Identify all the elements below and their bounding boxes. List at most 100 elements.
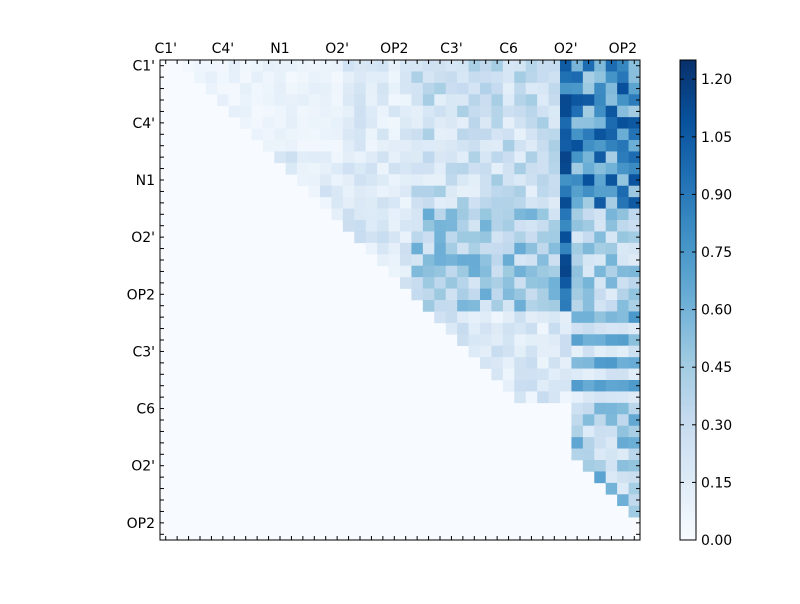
heatmap-cell: [468, 128, 481, 141]
y-tick-label: C4': [132, 116, 155, 132]
heatmap-cell: [525, 71, 538, 84]
heatmap-cell: [617, 391, 629, 404]
heatmap-cell: [605, 482, 618, 495]
heatmap-cell: [605, 105, 618, 118]
heatmap-cell: [582, 448, 595, 461]
heatmap-cell: [422, 151, 435, 164]
heatmap-cell: [445, 311, 458, 324]
heatmap-cell: [491, 334, 504, 347]
heatmap-cell: [457, 60, 469, 72]
heatmap-cell: [628, 345, 641, 358]
heatmap-cell: [377, 128, 389, 141]
heatmap-cell: [331, 140, 344, 152]
heatmap-cell: [251, 117, 264, 129]
heatmap-cell: [571, 174, 584, 187]
heatmap-cell: [251, 71, 264, 84]
heatmap-cell: [502, 197, 515, 209]
heatmap-cell: [525, 231, 538, 244]
heatmap-cell: [502, 174, 515, 187]
heatmap-cell: [445, 185, 458, 198]
heatmap-cell: [457, 128, 469, 141]
heatmap-cell: [605, 71, 618, 84]
heatmap-cell: [628, 128, 641, 141]
heatmap-cell: [525, 117, 538, 129]
heatmap-cell: [582, 425, 595, 438]
heatmap-cell: [582, 151, 595, 164]
heatmap-cell: [377, 60, 389, 72]
heatmap-cell: [480, 140, 492, 152]
heatmap-cell: [285, 94, 298, 107]
heatmap-cell: [262, 82, 275, 95]
heatmap-cell: [308, 60, 321, 72]
heatmap-cell: [571, 105, 584, 118]
heatmap-cell: [571, 71, 584, 84]
heatmap-cell: [194, 71, 207, 84]
heatmap-cell: [605, 185, 618, 198]
heatmap-cell: [422, 94, 435, 107]
heatmap-cell: [285, 117, 298, 129]
heatmap-cell: [560, 231, 572, 244]
plot-frame: [159, 59, 641, 541]
heatmap-cell: [514, 322, 527, 335]
heatmap-cell: [285, 60, 298, 72]
heatmap-cell: [605, 174, 618, 187]
heatmap-cell: [400, 105, 412, 118]
heatmap-cell: [617, 471, 629, 484]
heatmap-cell: [411, 231, 424, 244]
heatmap-cell: [377, 117, 389, 129]
heatmap-cell: [605, 60, 618, 72]
heatmap-cell: [217, 60, 229, 72]
heatmap-cell: [491, 105, 504, 118]
heatmap-cell: [605, 117, 618, 129]
heatmap-cell: [514, 368, 527, 381]
heatmap-cell: [365, 128, 378, 141]
heatmap-cell: [628, 425, 641, 438]
heatmap-cell: [331, 151, 344, 164]
heatmap-cell: [628, 71, 641, 84]
heatmap-cell: [514, 311, 527, 324]
heatmap-cell: [468, 220, 481, 232]
heatmap-cell: [457, 220, 469, 232]
heatmap-cell: [571, 402, 584, 415]
heatmap-cell: [571, 151, 584, 164]
heatmap-cell: [320, 151, 332, 164]
heatmap-cell: [365, 105, 378, 118]
heatmap-cell: [605, 391, 618, 404]
heatmap-cell: [411, 140, 424, 152]
heatmap-cell: [457, 322, 469, 335]
colorbar-tick-label: 0.30: [701, 418, 732, 434]
heatmap-cell: [400, 254, 412, 267]
x-tick-label: N1: [270, 41, 289, 57]
heatmap-cell: [571, 242, 584, 255]
heatmap-cell: [400, 151, 412, 164]
heatmap-cell: [628, 414, 641, 427]
heatmap-cell: [628, 471, 641, 484]
heatmap-cell: [571, 82, 584, 95]
heatmap-cell: [194, 60, 207, 72]
heatmap-cell: [582, 254, 595, 267]
heatmap-cell: [514, 174, 527, 187]
heatmap-cell: [594, 391, 607, 404]
y-axis: C1' C4' N1 O2' OP2 C3' C6 O2' OP2: [127, 59, 640, 535]
heatmap-cell: [308, 105, 321, 118]
heatmap-cell: [582, 185, 595, 198]
heatmap-cell: [571, 311, 584, 324]
heatmap-cell: [422, 117, 435, 129]
heatmap-cell: [468, 345, 481, 358]
heatmap-cell: [548, 128, 561, 141]
heatmap-cell: [388, 265, 401, 278]
heatmap-cell: [331, 105, 344, 118]
heatmap-cell: [560, 174, 572, 187]
heatmap-cell: [400, 174, 412, 187]
heatmap-cell: [571, 414, 584, 427]
x-tick-label: OP2: [380, 41, 408, 57]
heatmap-cell: [628, 220, 641, 232]
heatmap-cell: [571, 334, 584, 347]
x-axis: C1' C4' N1 O2' OP2 C3' C6 O2' OP2: [154, 41, 637, 540]
heatmap-cell: [502, 231, 515, 244]
heatmap-cell: [400, 128, 412, 141]
heatmap-cell: [628, 494, 641, 507]
heatmap-cell: [560, 345, 572, 358]
heatmap-cell: [308, 162, 321, 175]
heatmap-cell: [377, 71, 389, 84]
